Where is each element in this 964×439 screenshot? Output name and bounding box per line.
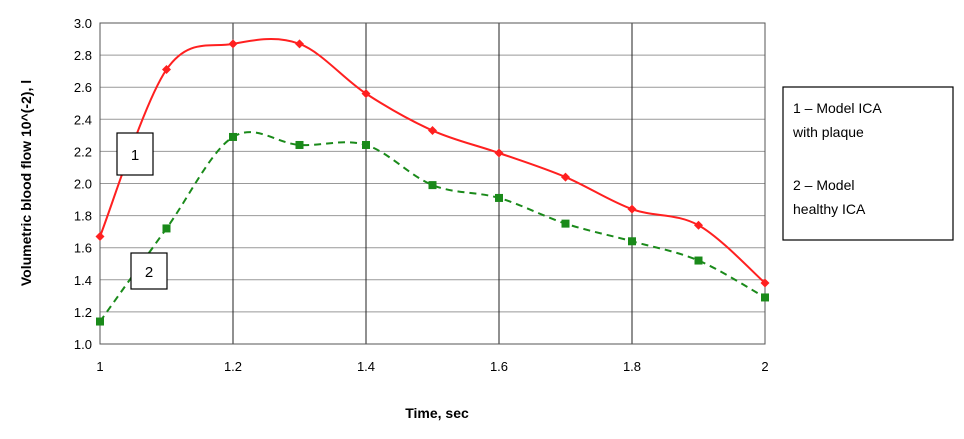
y-tick-labels: 1.0 1.2 1.4 1.6 1.8 2.0 2.2 2.4 2.6 2.8 3.0 [74,16,92,352]
series-1-point [694,220,703,230]
x-tick-label: 1.4 [357,359,375,374]
y-axis-title: Volumetric blood flow 10^(-2), l [18,80,34,286]
y-tick-label: 1.6 [74,241,92,256]
x-tick-label: 1 [96,359,103,374]
series-1-tag-label: 1 [131,147,139,164]
series-1-point [627,204,637,214]
series-2-point [428,181,437,190]
series-2-point [561,219,570,228]
series-lines [99,38,766,323]
series-1-point [228,39,238,49]
series-1-point [162,65,171,75]
legend-entry-2-line-2: healthy ICA [793,201,866,217]
series-2-tag-box [130,252,168,290]
series-1-point [295,39,304,49]
y-tick-label: 2.0 [74,177,92,192]
series-2-point [362,140,370,149]
y-tick-label: 1.4 [74,273,92,288]
series-2-point [694,256,703,265]
series-2-point [495,193,503,202]
series-1-line [99,38,766,284]
series-2-point [229,132,237,141]
y-tick-label: 1.2 [74,305,92,320]
y-tick-label: 1.8 [74,209,92,224]
legend-entry-1-line-2: with plaque [792,124,864,140]
series-1-point [760,278,770,288]
y-tick-label: 2.8 [74,48,92,63]
y-tick-label: 2.2 [74,144,92,159]
y-tick-label: 2.4 [74,112,92,127]
series-1-tag-box [116,132,154,176]
x-axis-title: Time, sec [405,405,469,421]
legend-entry-1-line-1: 1 – Model ICA [793,100,882,116]
x-tick-label: 1.2 [224,359,242,374]
legend: 1 – Model ICA with plaque 2 – Model heal… [782,86,954,241]
series-2-tag: 2 [130,252,168,290]
x-tick-label: 1.8 [623,359,641,374]
series-1-point [494,148,504,158]
series-1-point [361,89,371,99]
series-2-tag-label: 2 [145,264,153,281]
x-tick-label: 2 [761,359,768,374]
legend-box [782,86,954,241]
plot-frame [99,22,766,345]
series-2-line [99,131,766,323]
series-markers [95,39,770,326]
x-tick-label: 1.6 [490,359,508,374]
series-2-point [162,224,171,233]
legend-entry-2-line-1: 2 – Model [793,177,854,193]
series-2-point [295,140,304,149]
y-tick-label: 1.0 [74,337,92,352]
series-1-point [561,172,570,182]
series-1-point [428,126,437,136]
series-2-point [628,237,636,246]
series-1-point [95,231,105,241]
series-2-point [761,293,769,302]
series-2-point [96,317,104,326]
y-tick-label: 3.0 [74,16,92,31]
series-1-tag: 1 [116,132,154,176]
y-tick-label: 2.6 [74,80,92,95]
x-tick-labels: 1 1.2 1.4 1.6 1.8 2 [96,359,768,374]
